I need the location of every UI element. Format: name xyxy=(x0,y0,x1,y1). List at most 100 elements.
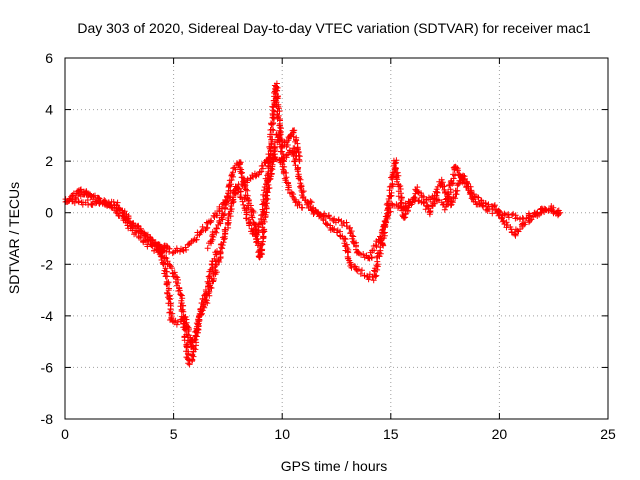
data-point xyxy=(242,186,249,193)
data-point xyxy=(270,151,277,158)
data-point xyxy=(141,237,148,244)
data-point xyxy=(200,302,206,309)
data-point xyxy=(193,342,199,349)
data-point xyxy=(115,205,122,212)
y-tick-label: -4 xyxy=(41,308,54,324)
data-point xyxy=(289,193,296,200)
data-point xyxy=(176,284,183,291)
data-point xyxy=(491,202,498,209)
data-point xyxy=(347,224,353,231)
data-point xyxy=(260,216,267,223)
data-point xyxy=(259,247,265,254)
data-point xyxy=(192,333,199,340)
y-axis-label: SDTVAR / TECUs xyxy=(6,182,22,294)
data-point xyxy=(381,229,388,236)
data-point xyxy=(266,144,273,150)
data-point xyxy=(505,214,512,221)
data-point xyxy=(450,171,457,178)
data-point xyxy=(173,321,180,328)
data-point xyxy=(233,185,240,192)
data-point xyxy=(447,186,454,193)
x-tick-label: 10 xyxy=(274,426,290,442)
data-point xyxy=(96,195,103,202)
data-point xyxy=(164,281,171,288)
data-point xyxy=(164,273,171,280)
y-tick-label: 2 xyxy=(45,153,53,169)
data-point xyxy=(219,242,226,249)
data-point xyxy=(293,137,300,144)
data-point xyxy=(397,200,404,207)
data-point xyxy=(452,195,459,202)
data-point xyxy=(378,235,385,242)
data-point xyxy=(296,158,303,165)
data-point xyxy=(90,193,97,200)
data-point xyxy=(430,200,437,207)
data-point xyxy=(280,157,286,164)
data-point xyxy=(467,183,474,190)
x-tick-label: 20 xyxy=(492,426,508,442)
axis-ticks: 0 5 10 15 20 25 -8 -6 -4 -2 0 2 4 6 xyxy=(41,50,616,442)
data-point xyxy=(331,215,338,222)
data-point xyxy=(402,211,409,218)
data-point xyxy=(368,254,375,261)
x-tick-label: 5 xyxy=(170,426,178,442)
data-point xyxy=(132,229,139,236)
data-point xyxy=(77,187,84,194)
data-point xyxy=(389,171,396,178)
data-point xyxy=(219,245,226,252)
data-point xyxy=(510,210,517,217)
data-point xyxy=(501,221,508,227)
data-point xyxy=(157,244,164,251)
data-point xyxy=(278,136,285,143)
data-point xyxy=(420,200,427,207)
data-point xyxy=(260,227,267,234)
data-point xyxy=(359,267,365,274)
data-point xyxy=(237,188,244,195)
data-point xyxy=(453,191,460,198)
y-tick-label: 0 xyxy=(45,205,53,221)
data-point xyxy=(207,217,214,224)
data-point xyxy=(228,206,235,212)
data-point xyxy=(114,199,121,206)
data-point xyxy=(411,194,418,201)
data-point xyxy=(213,212,220,219)
data-point xyxy=(298,204,305,211)
data-point xyxy=(211,255,218,262)
data-point xyxy=(360,251,367,257)
data-points xyxy=(62,80,564,368)
y-tick-label: -2 xyxy=(41,256,54,272)
data-point xyxy=(555,212,561,219)
data-point xyxy=(184,344,190,351)
data-point xyxy=(442,188,449,195)
data-point xyxy=(240,177,247,184)
data-point xyxy=(391,160,398,167)
data-point xyxy=(159,259,166,266)
data-point xyxy=(110,199,117,205)
data-point xyxy=(342,236,349,243)
data-point xyxy=(349,235,356,242)
data-point xyxy=(166,296,173,303)
data-point xyxy=(450,175,457,182)
data-point xyxy=(282,175,289,182)
data-point xyxy=(542,206,549,213)
data-point xyxy=(267,127,274,133)
data-point xyxy=(508,229,515,235)
data-point xyxy=(217,248,224,255)
data-point xyxy=(526,212,533,219)
data-point xyxy=(221,226,228,233)
data-point xyxy=(275,105,282,112)
y-tick-label: -8 xyxy=(41,411,54,427)
data-point xyxy=(157,253,164,260)
data-point xyxy=(514,214,521,221)
data-point xyxy=(482,200,489,207)
data-point xyxy=(262,212,269,218)
data-point xyxy=(221,233,228,240)
data-point xyxy=(273,80,280,87)
data-point xyxy=(347,230,354,237)
data-point xyxy=(297,185,304,191)
data-point xyxy=(264,189,271,196)
data-point xyxy=(431,192,438,199)
data-point xyxy=(427,208,434,214)
x-tick-label: 25 xyxy=(600,426,616,442)
